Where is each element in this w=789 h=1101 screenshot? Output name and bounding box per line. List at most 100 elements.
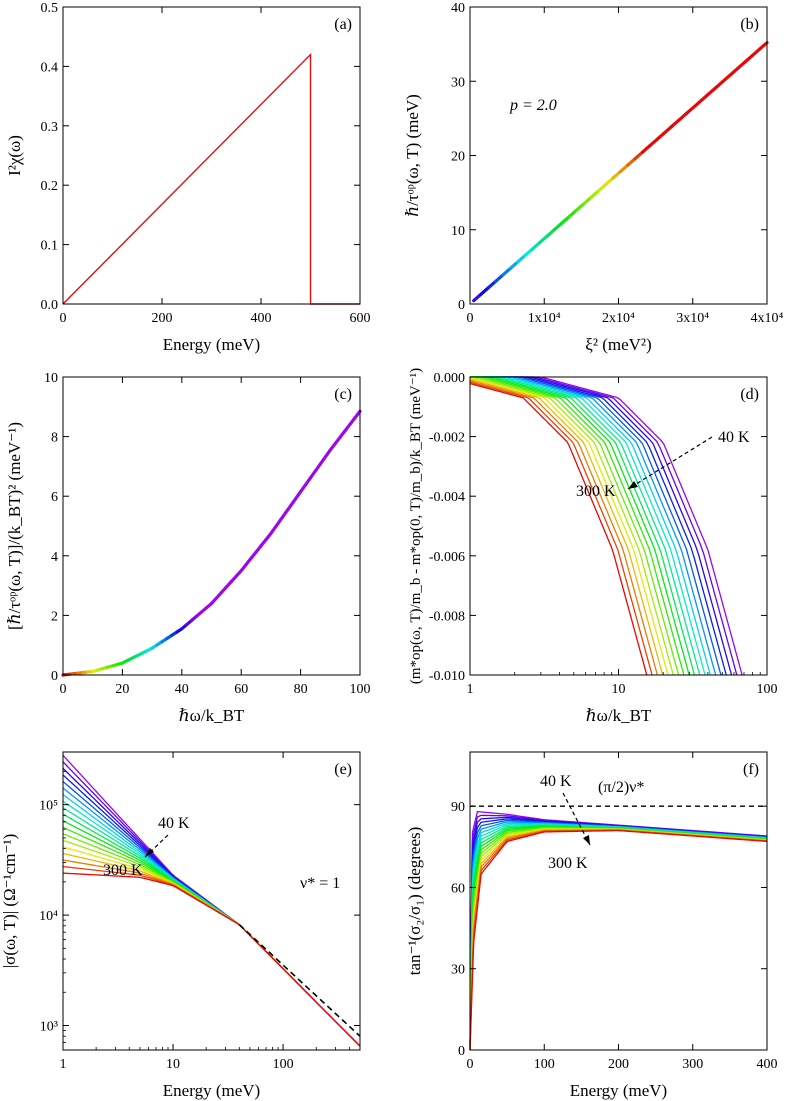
b-series-segment <box>714 79 725 90</box>
panel-e-frame <box>62 751 361 1051</box>
b-series-segment <box>699 92 710 103</box>
b-series-segment <box>567 208 578 219</box>
panel-b-xlabel: ξ² (meV²) <box>585 335 651 354</box>
panel-e-xlabel: Energy (meV) <box>163 1081 260 1100</box>
panel-f-label: (f) <box>743 761 759 778</box>
b-series-segment <box>523 247 534 258</box>
panel-e-ytick-label: 10⁴ <box>39 909 58 924</box>
panel-c-xtick-label: 100 <box>350 682 371 697</box>
d-series-line <box>470 376 680 676</box>
panel-b-xtick-label: 0 <box>467 311 474 326</box>
f-300K-label: 300 K <box>548 855 588 872</box>
d-series-line <box>470 376 685 676</box>
b-series-segment <box>670 118 681 129</box>
b-series-segment <box>662 124 674 135</box>
b-series-segment <box>530 241 542 251</box>
b-series-segment <box>611 170 622 180</box>
b-series-segment <box>596 182 608 193</box>
f-series-line <box>469 829 768 1051</box>
panel-e-ylabel: |σ(ω, T)| (Ω⁻¹cm⁻¹) <box>0 834 19 968</box>
e-arrow-head <box>145 848 154 857</box>
b-series-segment <box>655 131 666 141</box>
e-series-line <box>62 820 361 1047</box>
d-temperature-arrow <box>627 436 713 490</box>
panel-d-ytick-label: -0.006 <box>429 550 465 565</box>
panel-a-ytick-label: 0.2 <box>41 179 59 194</box>
e-series-line <box>62 872 361 1047</box>
d-series-line <box>470 376 701 676</box>
panel-c-xtick-label: 60 <box>234 682 248 697</box>
f-series-line <box>469 810 768 1051</box>
d-series-line <box>470 376 690 676</box>
panel-e-label: (e) <box>334 761 352 778</box>
e-series-line <box>62 865 361 1047</box>
f-series-line <box>469 821 768 1051</box>
d-series-line <box>470 376 706 676</box>
e-series-line <box>62 787 361 1047</box>
f-arrow-head <box>583 835 590 845</box>
d-series-line <box>470 376 717 676</box>
b-series-segment <box>494 273 505 283</box>
panel-a-ytick-label: 0.1 <box>41 239 59 254</box>
d-arrow-head <box>628 481 638 489</box>
panel-a-xtick-label: 200 <box>152 311 173 326</box>
panel-c-xtick-label: 80 <box>294 682 308 697</box>
b-series-segment <box>545 228 556 238</box>
b-series-segment <box>736 60 747 71</box>
f-series-line <box>469 824 768 1051</box>
b-series-segment <box>501 266 512 277</box>
b-series-segment <box>743 53 754 64</box>
panel-d-ytick-label: -0.010 <box>429 669 465 684</box>
panel-f-xtick-label: 0 <box>467 1057 474 1072</box>
panel-c-label: (c) <box>334 386 352 403</box>
b-series-segment <box>692 99 703 109</box>
panel-c-xtick-label: 0 <box>60 682 67 697</box>
panel-f-ytick-label: 30 <box>451 963 465 978</box>
d-series-line <box>469 380 658 676</box>
panel-b-label: (b) <box>740 16 759 33</box>
f-series-line <box>469 816 768 1051</box>
f-series-line <box>469 814 768 1051</box>
b-series-segment <box>486 279 498 290</box>
d-series-line <box>469 382 648 676</box>
panel-a-ytick-label: 0.0 <box>41 298 59 313</box>
d-series-line <box>469 376 674 676</box>
b-series-segment <box>479 286 490 296</box>
panel-b-xtick-label: 2x10⁴ <box>602 311 635 326</box>
panel-f-xtick-label: 200 <box>608 1057 629 1072</box>
d-series-line <box>469 381 653 676</box>
panel-e-ytick-label: 10⁵ <box>39 799 58 814</box>
panel-b-xtick-label: 4x10⁴ <box>751 311 784 326</box>
panel-f-xtick-label: 400 <box>757 1057 778 1072</box>
panel-d-ytick-label: -0.004 <box>429 490 465 505</box>
f-series-line <box>469 826 768 1051</box>
panel-b-ytick-label: 0 <box>458 298 465 313</box>
b-series-segment <box>684 105 696 116</box>
panel-c-xlabel: ℏω/k_BT <box>179 706 245 725</box>
f-series-line <box>469 829 768 1051</box>
panel-c-ytick-label: 8 <box>51 431 58 446</box>
e-300K-label: 300 K <box>103 862 143 879</box>
f-series-line <box>469 829 768 1051</box>
panel-f-ytick-label: 0 <box>458 1044 465 1059</box>
f-series-line <box>469 822 768 1051</box>
panel-c-ylabel: [ℏ/τᵒᵖ(ω, T)]/(k_BT)² (meV⁻¹) <box>5 422 24 630</box>
b-series-segment <box>538 234 549 245</box>
panel-d-xtick-label: 10 <box>612 682 626 697</box>
panel-c-ytick-label: 6 <box>51 490 58 505</box>
d-40K-label: 40 K <box>718 429 750 446</box>
d-series-line <box>470 376 738 676</box>
panel-f-ytick-label: 90 <box>451 800 465 815</box>
d-series-line <box>469 378 664 676</box>
f-series-line <box>469 825 768 1051</box>
b-series-segment <box>508 260 520 271</box>
panel-d-xlabel: ℏω/k_BT <box>586 706 652 725</box>
b-series-segment <box>728 66 740 77</box>
panel-f-ytick-label: 60 <box>451 881 465 896</box>
panel-d-xtick-label: 100 <box>757 682 778 697</box>
b-series-segment <box>706 86 718 96</box>
panel-e-xtick-label: 1 <box>60 1057 67 1072</box>
e-nu-label: ν* = 1 <box>300 875 340 892</box>
f-40K-label: 40 K <box>540 773 572 790</box>
